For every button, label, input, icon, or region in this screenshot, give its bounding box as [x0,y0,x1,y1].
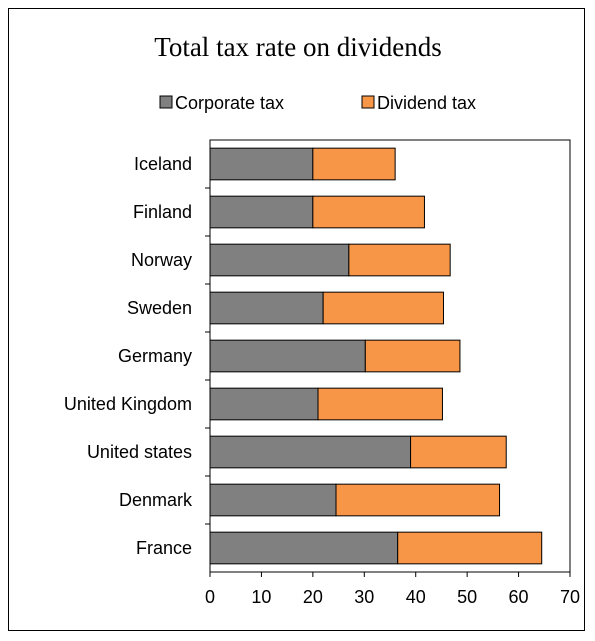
category-label: Iceland [134,154,192,174]
bar-corporate-finland [209,195,314,229]
x-tick-label: 50 [457,587,477,607]
x-tick-label: 0 [205,587,215,607]
chart-title: Total tax rate on dividends [154,32,442,62]
bar-corporate-denmark [209,483,337,517]
bar-dividend-iceland [312,147,396,181]
legend-label-dividend: Dividend tax [377,93,476,113]
bar-dividend-germany [364,339,461,373]
legend-label-corporate: Corporate tax [175,93,284,113]
bar-dividend-denmark [335,483,501,517]
category-label: Germany [118,346,192,366]
bars-group [209,147,543,565]
legend: Corporate tax Dividend tax [159,93,476,113]
bar-dividend-france [397,531,543,565]
x-tick-label: 70 [560,587,580,607]
bar-dividend-united-kingdom [317,387,443,421]
bar-corporate-iceland [209,147,314,181]
category-label: Norway [131,250,192,270]
bar-dividend-united-states [410,435,507,469]
category-label: Denmark [119,490,193,510]
bar-corporate-united-kingdom [209,387,319,421]
x-tick-label: 40 [406,587,426,607]
legend-swatch-corporate [159,95,173,109]
legend-swatch-dividend [361,95,375,109]
bar-dividend-norway [348,243,451,277]
x-tick-label: 60 [509,587,529,607]
category-label: France [136,538,192,558]
bar-corporate-sweden [209,291,324,325]
bar-dividend-sweden [322,291,444,325]
bar-corporate-united-states [209,435,412,469]
x-tick-label: 20 [303,587,323,607]
category-label: United Kingdom [64,394,192,414]
bar-corporate-france [209,531,399,565]
bar-corporate-germany [209,339,366,373]
x-axis-ticks: 0 10 20 30 40 50 60 70 [205,572,580,607]
category-labels: Iceland Finland Norway Sweden Germany United … [64,154,210,558]
category-label: Finland [133,202,192,222]
category-label: United states [87,442,192,462]
bar-dividend-finland [312,195,425,229]
category-label: Sweden [127,298,192,318]
x-tick-label: 30 [354,587,374,607]
x-tick-label: 10 [251,587,271,607]
bar-corporate-norway [209,243,350,277]
